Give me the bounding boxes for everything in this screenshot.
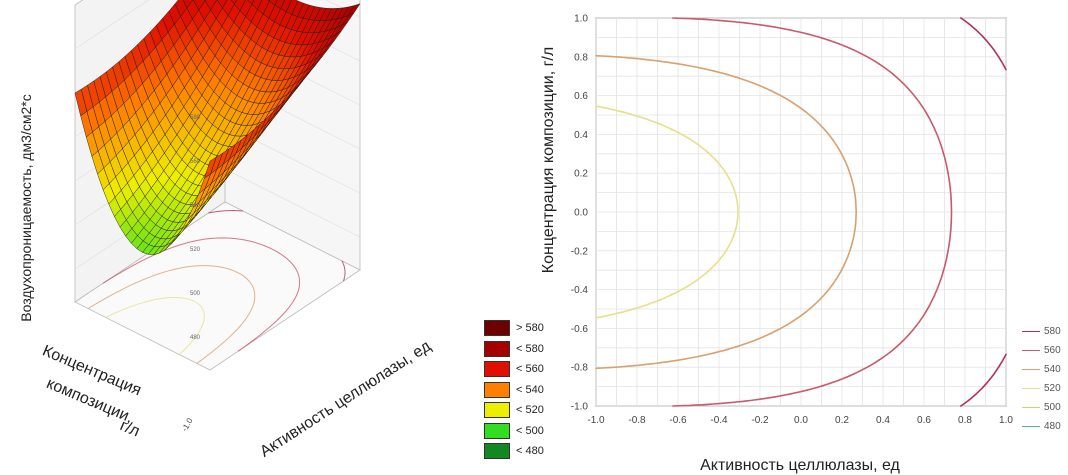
legend-label: 500 <box>1044 402 1061 413</box>
surface-mesh <box>74 0 361 255</box>
y-tick-label: -1.0 <box>571 402 589 413</box>
legend-label: < 500 <box>516 424 544 437</box>
legend-swatch <box>484 443 510 460</box>
x-tick-label: 0.8 <box>958 415 972 426</box>
floor-contour <box>208 210 346 282</box>
legend-label: < 560 <box>516 363 544 376</box>
x-axis-ticks: -1.0 -0.8 -0.6 -0.4 -0.2 0.0 0.2 0.4 0.6 0.8 1.0 <box>587 415 1013 426</box>
legend-swatch <box>484 381 510 398</box>
z-tick-label: 480 <box>190 335 201 341</box>
surface-color-legend: > 580 < 580 < 560 < 540 < 520 < 500 < 48… <box>484 318 544 462</box>
contour-line-520 <box>595 105 739 319</box>
legend-label: 540 <box>1044 364 1061 375</box>
x-tick-label: 0.0 <box>794 415 808 426</box>
x-tick-label: -0.8 <box>628 415 646 426</box>
contour-lines-legend: 580 560 540 520 500 480 <box>1022 322 1061 436</box>
legend-item: 500 <box>1022 398 1061 417</box>
y-axis-ticks: 1.0 0.8 0.6 0.4 0.2 0.0 -0.2 -0.4 -0.6 -0.8 -1.0 <box>571 14 589 413</box>
legend-swatch <box>1022 388 1040 389</box>
z-axis-label: Воздухопроницаемость, дм3/см2*с <box>18 94 34 321</box>
x-axis-label: Активность целлюлазы, ед <box>700 457 900 474</box>
y-tick-label: 0.6 <box>574 91 588 102</box>
legend-label: < 540 <box>516 383 544 396</box>
y-tick-label: 0.4 <box>574 130 588 141</box>
x-tick-label: -0.6 <box>669 415 687 426</box>
legend-label: < 480 <box>516 445 544 458</box>
y-axis-label: Концентрация композиции, г/л <box>540 47 557 273</box>
surface-cell <box>230 0 237 5</box>
legend-label: 520 <box>1044 383 1061 394</box>
legend-label: 580 <box>1044 326 1061 337</box>
contour-line-540 <box>595 54 857 370</box>
z-tick-label: 560 <box>190 159 201 165</box>
floor-contour <box>102 237 301 352</box>
y-tick-label: -0.4 <box>571 285 589 296</box>
y-tick-label: 0.2 <box>574 169 588 180</box>
y-tick-label: 0.8 <box>574 52 588 63</box>
legend-label: 560 <box>1044 345 1061 356</box>
legend-item: < 580 <box>484 339 544 360</box>
y-tick-end-label: -1.0 <box>180 416 195 433</box>
surface-cell <box>203 156 217 179</box>
z-tick-label: 540 <box>190 203 201 209</box>
surface-floor-contours <box>87 210 346 364</box>
x-axis-label: Активность целлюлазы, ед <box>257 337 434 460</box>
contour-grid <box>595 17 1007 407</box>
x-tick-label: 0.4 <box>876 415 890 426</box>
legend-swatch <box>484 320 510 337</box>
legend-label: > 580 <box>516 322 544 335</box>
z-tick-label: 580 <box>190 115 201 121</box>
legend-label: < 580 <box>516 342 544 355</box>
x-tick-label: -0.2 <box>751 415 769 426</box>
legend-swatch <box>484 361 510 378</box>
legend-item: 480 <box>1022 417 1061 436</box>
y-tick-label: -0.2 <box>571 246 589 257</box>
x-tick-label: 1.0 <box>999 415 1013 426</box>
legend-label: 480 <box>1044 421 1061 432</box>
legend-swatch <box>1022 331 1040 332</box>
legend-item: < 520 <box>484 400 544 421</box>
legend-item: < 540 <box>484 380 544 401</box>
legend-item: 580 <box>1022 322 1061 341</box>
legend-item: 540 <box>1022 360 1061 379</box>
z-axis-ticks: 580 560 540 520 500 480 <box>190 115 201 341</box>
legend-swatch <box>484 340 510 357</box>
legend-swatch <box>484 422 510 439</box>
legend-swatch <box>1022 426 1040 427</box>
legend-item: 520 <box>1022 379 1061 398</box>
x-tick-label: -0.4 <box>710 415 728 426</box>
legend-swatch <box>1022 407 1040 408</box>
wall-grid-line <box>74 0 361 50</box>
y-tick-label: 0.0 <box>574 208 588 219</box>
x-tick-label: 0.6 <box>917 415 931 426</box>
legend-swatch <box>484 402 510 419</box>
y-tick-label: -0.6 <box>571 324 589 335</box>
floor-contour <box>87 265 256 364</box>
y-axis-label-line-3: г/л <box>117 417 142 440</box>
legend-item: < 500 <box>484 421 544 442</box>
z-tick-label: 520 <box>190 247 201 253</box>
contour-lines <box>595 17 1007 407</box>
y-tick-label: 1.0 <box>574 14 588 25</box>
x-tick-label: 0.2 <box>835 415 849 426</box>
contour-plot: -1.0 -0.8 -0.6 -0.4 -0.2 0.0 0.2 0.4 0.6 0.8 1.0 1… <box>540 14 1013 475</box>
legend-item: > 580 <box>484 318 544 339</box>
legend-swatch <box>1022 350 1040 351</box>
contour-line-580 <box>960 17 1007 407</box>
legend-label: < 520 <box>516 404 544 417</box>
z-tick-label: 500 <box>190 291 201 297</box>
legend-item: 560 <box>1022 341 1061 360</box>
contour-line-560 <box>672 17 953 407</box>
legend-swatch <box>1022 369 1040 370</box>
floor-contour <box>105 296 205 355</box>
floor <box>74 201 361 371</box>
legend-item: < 480 <box>484 441 544 462</box>
x-tick-label: -1.0 <box>587 415 605 426</box>
legend-item: < 560 <box>484 359 544 380</box>
surface-plot: 580 560 540 520 500 480 Воздухопроницаемость,… <box>18 0 435 461</box>
y-tick-label: -0.8 <box>571 363 589 374</box>
